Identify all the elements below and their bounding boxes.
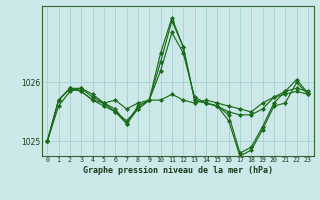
X-axis label: Graphe pression niveau de la mer (hPa): Graphe pression niveau de la mer (hPa): [83, 166, 273, 175]
